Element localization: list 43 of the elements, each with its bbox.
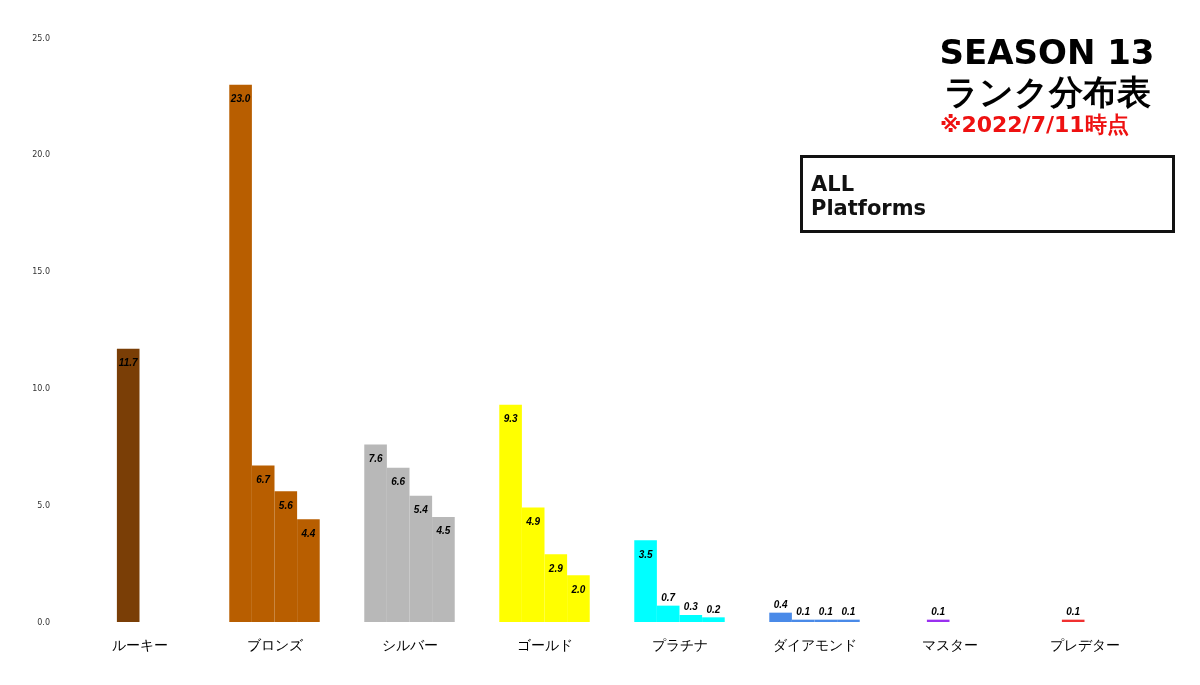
data-label: 4.4 <box>300 527 316 539</box>
x-tick-label: シルバー <box>381 637 438 653</box>
data-label: 4.9 <box>525 516 541 528</box>
y-tick-label: 20.0 <box>32 150 50 160</box>
x-tick-label: プレデター <box>1049 637 1120 653</box>
x-tick-label: ブロンズ <box>246 637 304 653</box>
data-label: 7.6 <box>368 452 383 464</box>
x-tick-label: ルーキー <box>111 637 168 653</box>
data-label: 3.5 <box>638 548 653 560</box>
y-tick-label: 15.0 <box>32 267 50 277</box>
annotation: ※2022/7/11時点 <box>940 111 1129 137</box>
x-tick-label: ダイアモンド <box>772 637 857 653</box>
y-tick-label: 25.0 <box>32 33 50 43</box>
framed-box: ALL Platforms <box>800 155 1175 233</box>
data-label: 4.5 <box>435 525 451 537</box>
data-label: 5.4 <box>413 504 429 516</box>
data-label: 0.1 <box>818 606 834 618</box>
data-label: 0.1 <box>1066 606 1081 618</box>
x-tick-label: ゴールド <box>516 637 573 653</box>
text: ランク分布表 <box>943 72 1151 112</box>
data-label: 5.6 <box>278 499 294 511</box>
data-label: 11.7 <box>118 357 138 369</box>
data-label: 0.3 <box>683 601 699 613</box>
data-label: 0.2 <box>706 603 721 615</box>
data-label: 0.7 <box>661 592 676 604</box>
data-label: 0.1 <box>841 606 856 618</box>
x-tick-label: マスター <box>921 637 978 653</box>
data-label: 9.3 <box>503 413 518 425</box>
x-tick-label: プラチナ <box>651 637 708 653</box>
chart-title: SEASON 13 <box>939 32 1155 72</box>
data-label: 2.9 <box>547 562 564 574</box>
data-label: 0.4 <box>773 599 788 611</box>
annotation: ALL Platforms <box>811 172 928 220</box>
y-tick-label: 5.0 <box>37 500 50 510</box>
data-label: 0.1 <box>796 606 811 618</box>
data-label: 2.0 <box>570 583 586 595</box>
y-tick-label: 10.0 <box>32 383 50 393</box>
data-label: 23.0 <box>229 93 251 105</box>
data-label: 6.6 <box>391 476 406 488</box>
y-tick-label: 0.0 <box>37 617 50 627</box>
bar <box>116 348 140 622</box>
data-label: 0.1 <box>931 606 946 618</box>
data-label: 6.7 <box>256 473 271 485</box>
